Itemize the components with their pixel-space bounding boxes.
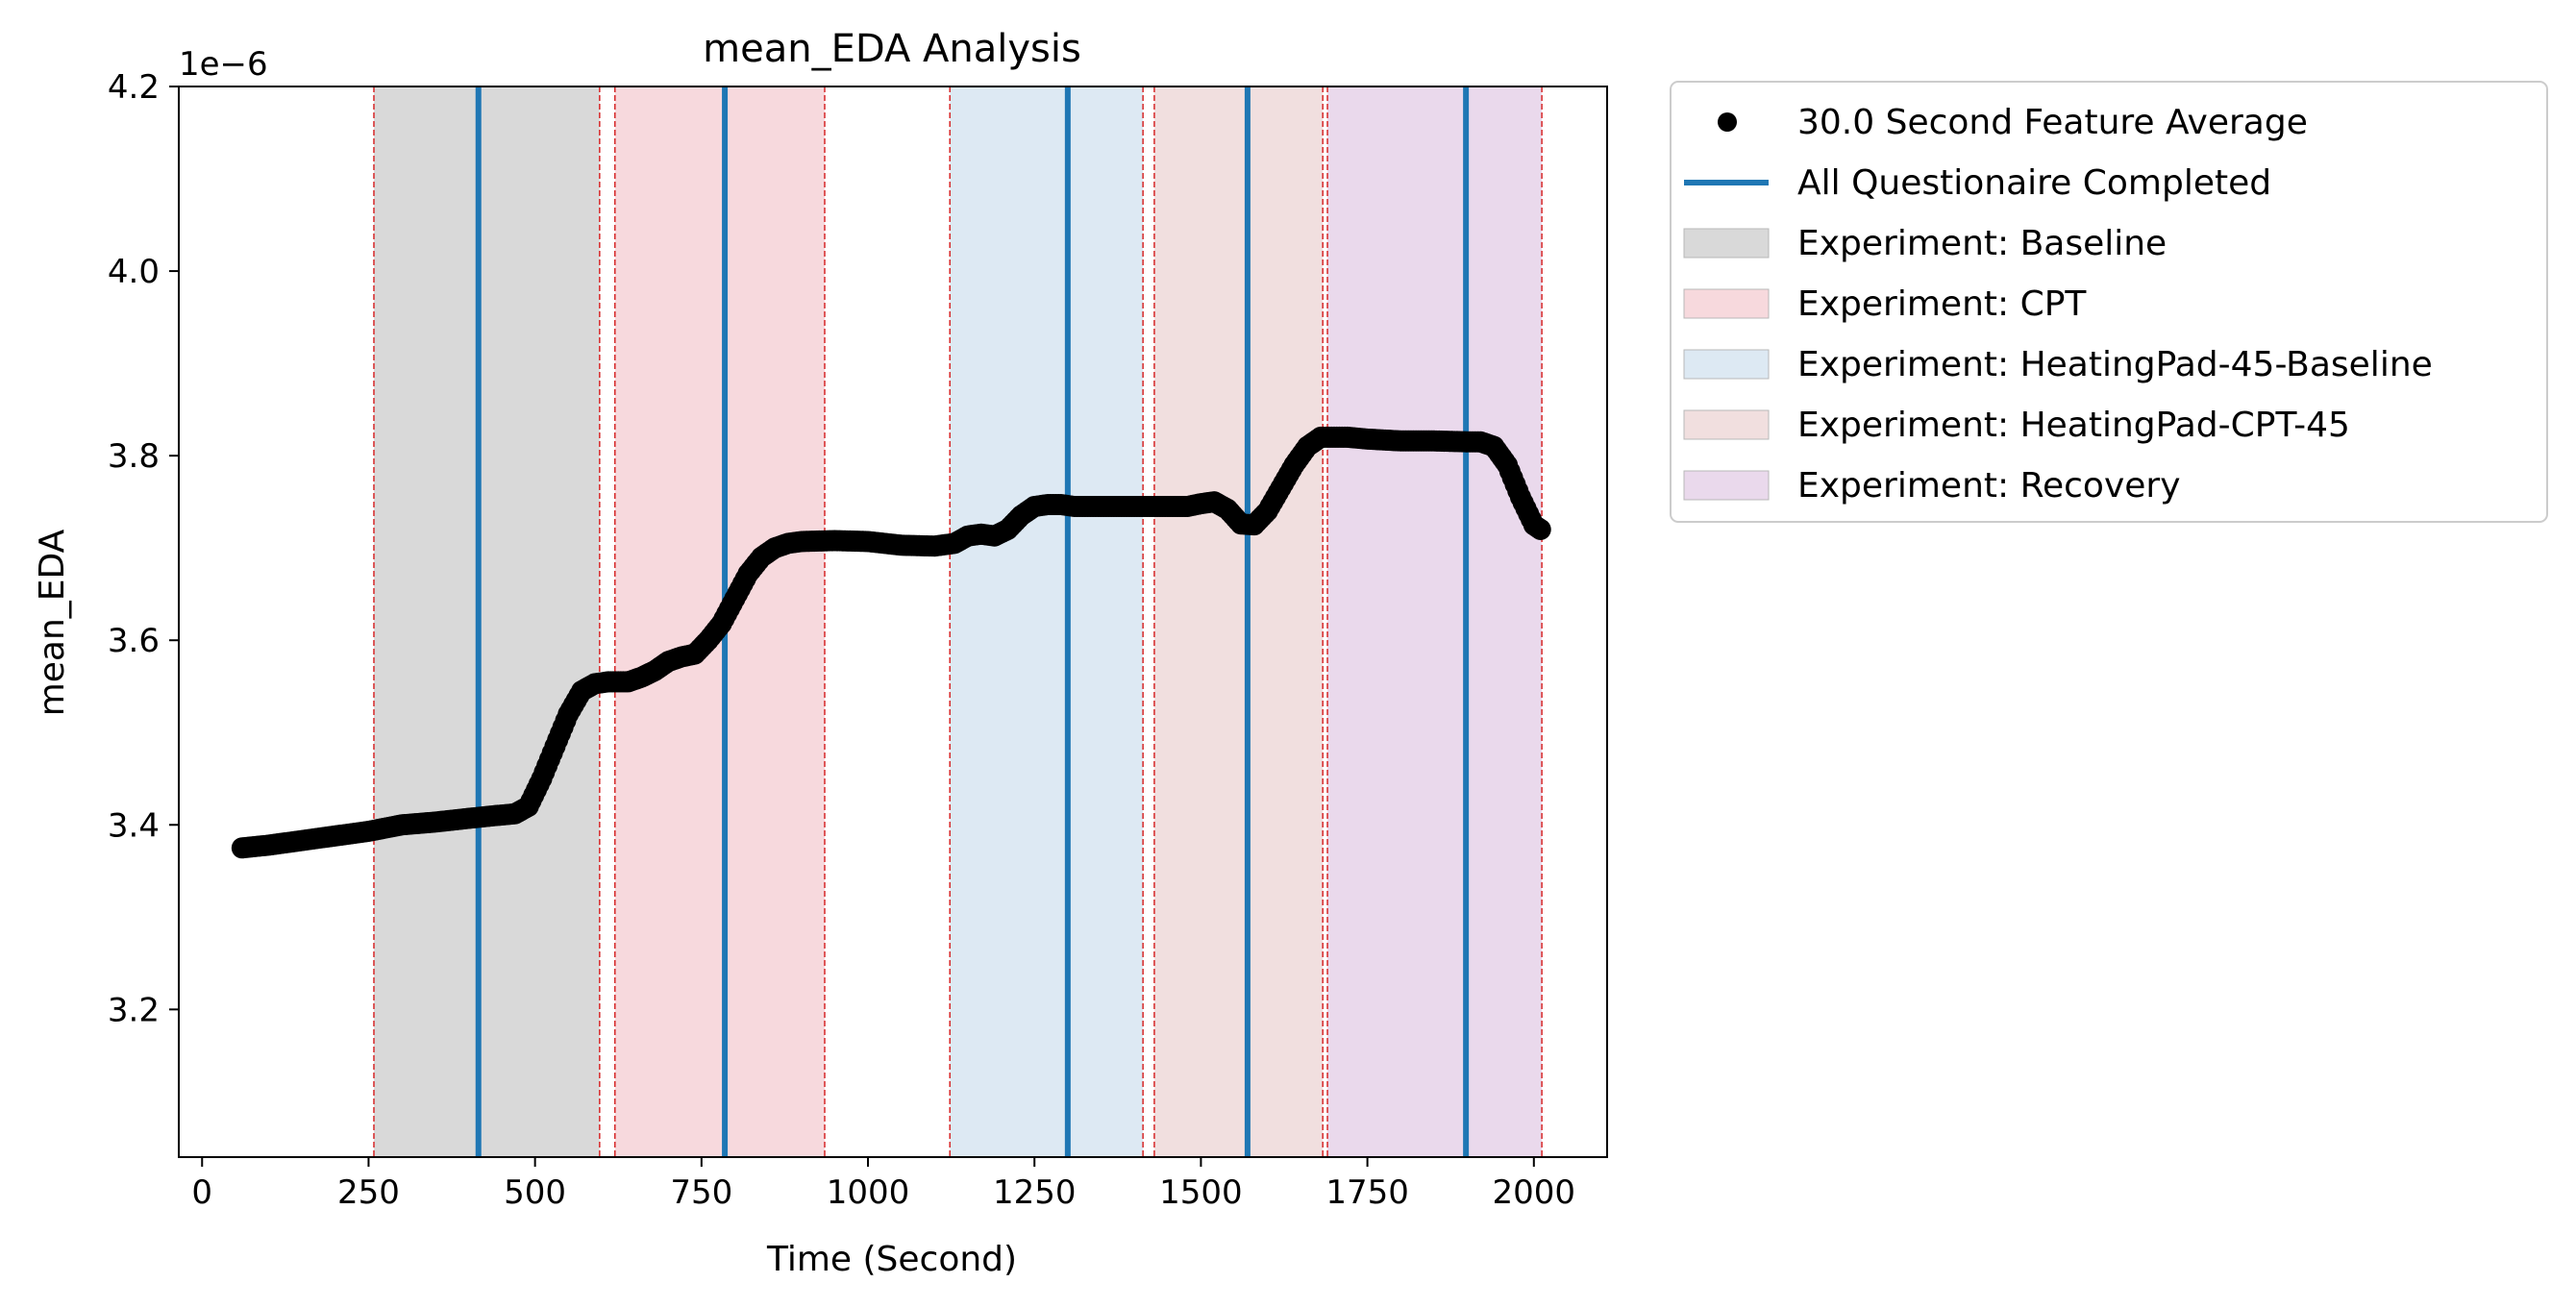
legend-swatch-2 bbox=[1683, 349, 1770, 380]
experiment-band-3 bbox=[1153, 86, 1324, 1157]
x-tick-label-2: 500 bbox=[504, 1173, 566, 1212]
legend-label-experiment-3: Experiment: HeatingPad-CPT-45 bbox=[1797, 406, 2350, 445]
data-points bbox=[231, 426, 1551, 859]
experiment-band-2 bbox=[950, 86, 1144, 1157]
y-axis: 3.2 3.4 3.6 3.8 4.0 4.2 bbox=[108, 68, 179, 1029]
legend-frame bbox=[1670, 81, 2548, 523]
y-axis-label: mean_EDA bbox=[33, 529, 72, 716]
y-tick-label-3: 3.8 bbox=[108, 437, 160, 476]
experiment-band-0 bbox=[373, 86, 600, 1157]
x-axis-label: Time (Second) bbox=[766, 1240, 1017, 1279]
chart-title: mean_EDA Analysis bbox=[703, 27, 1081, 71]
legend-label-questionnaire: All Questionaire Completed bbox=[1797, 163, 2271, 203]
legend-label-series: 30.0 Second Feature Average bbox=[1797, 103, 2308, 142]
x-tick-label-8: 2000 bbox=[1493, 1173, 1576, 1212]
plot-frame bbox=[178, 86, 1608, 1158]
legend-swatch-3 bbox=[1683, 409, 1770, 440]
x-tick-label-5: 1250 bbox=[993, 1173, 1077, 1212]
data-point-498 bbox=[1529, 518, 1551, 540]
legend-label-experiment-0: Experiment: Baseline bbox=[1797, 224, 2167, 263]
x-tick-label-4: 1000 bbox=[827, 1173, 910, 1212]
legend-swatch-4 bbox=[1683, 470, 1770, 501]
experiment-bands bbox=[373, 86, 1543, 1157]
questionnaire-lines bbox=[475, 86, 1470, 1157]
x-tick-label-3: 750 bbox=[670, 1173, 732, 1212]
x-tick-label-1: 250 bbox=[337, 1173, 400, 1212]
y-tick-label-0: 3.2 bbox=[108, 991, 160, 1029]
y-tick-label-2: 3.6 bbox=[108, 622, 160, 660]
legend-label-experiment-4: Experiment: Recovery bbox=[1797, 466, 2181, 506]
legend-swatch-1 bbox=[1683, 288, 1770, 319]
experiment-band-4 bbox=[1327, 86, 1543, 1157]
legend-label-experiment-2: Experiment: HeatingPad-45-Baseline bbox=[1797, 345, 2433, 384]
legend-experiment-entries: Experiment: Baseline Experiment: CPT Exper… bbox=[1683, 224, 2433, 506]
y-tick-label-1: 3.4 bbox=[108, 806, 160, 845]
y-offset-label: 1e−6 bbox=[179, 45, 268, 84]
x-tick-label-6: 1500 bbox=[1159, 1173, 1243, 1212]
legend-marker-series bbox=[1718, 112, 1737, 132]
x-tick-label-0: 0 bbox=[191, 1173, 212, 1212]
x-tick-label-7: 1750 bbox=[1325, 1173, 1409, 1212]
x-axis: 0 250 500 750 1000 1250 1500 1750 2000 bbox=[191, 1157, 1575, 1212]
legend: 30.0 Second Feature Average All Question… bbox=[1670, 81, 2548, 523]
y-tick-label-4: 4.0 bbox=[108, 253, 160, 291]
experiment-boundaries bbox=[373, 86, 1543, 1157]
legend-swatch-0 bbox=[1683, 228, 1770, 259]
y-tick-label-5: 4.2 bbox=[108, 68, 160, 107]
legend-label-experiment-1: Experiment: CPT bbox=[1797, 284, 2087, 324]
